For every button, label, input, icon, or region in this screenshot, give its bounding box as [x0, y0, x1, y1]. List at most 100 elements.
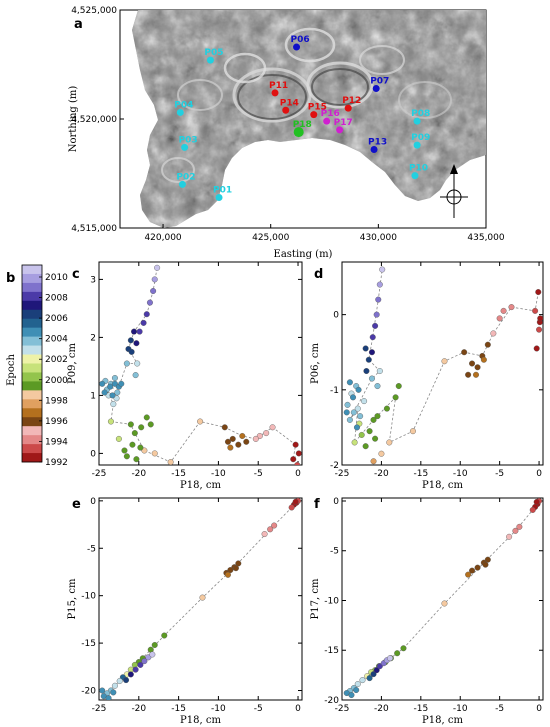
- y-axis-label: P15, cm: [67, 578, 78, 619]
- station-label-p03: P03: [179, 135, 198, 145]
- data-point: [358, 431, 365, 438]
- station-label-p05: P05: [204, 48, 223, 58]
- station-marker-p10: [411, 172, 419, 180]
- data-point: [227, 444, 234, 451]
- x-tick-label: -5: [495, 469, 504, 479]
- y-tick-label: -20: [81, 687, 96, 697]
- data-point: [465, 371, 472, 378]
- data-point: [500, 307, 507, 314]
- station-marker-p09: [413, 141, 421, 149]
- data-point: [295, 450, 302, 457]
- data-point: [131, 430, 138, 437]
- data-point: [374, 413, 381, 420]
- data-point: [372, 435, 379, 442]
- colorbar-swatch: [22, 354, 42, 364]
- station-label-p15: P15: [308, 103, 327, 113]
- data-point: [127, 421, 134, 428]
- data-point: [143, 414, 150, 421]
- data-point: [123, 453, 130, 460]
- data-point: [239, 433, 246, 440]
- data-point: [353, 424, 360, 431]
- station-label-p02: P02: [176, 172, 195, 182]
- x-tick-label: 0: [536, 469, 542, 479]
- x-tick-label: -15: [171, 469, 186, 479]
- colorbar-swatch: [22, 265, 42, 275]
- x-tick-label: -25: [92, 704, 107, 714]
- data-point: [150, 288, 157, 295]
- map-panel: 420,000 425,000 430,000 435,000 4,515,000 4,5…: [68, 6, 505, 260]
- data-point: [506, 533, 513, 540]
- data-point: [167, 459, 174, 465]
- station-label-p08: P08: [411, 109, 430, 119]
- data-point: [529, 506, 536, 513]
- x-tick-label: -25: [335, 704, 350, 714]
- y-tick-label: 1: [90, 391, 96, 401]
- station-marker-p02: [178, 180, 186, 188]
- x-tick-label: -20: [131, 704, 146, 714]
- terrain-relief: [132, 10, 486, 228]
- y-tick-label: -10: [324, 596, 339, 606]
- station-label-p16: P16: [321, 109, 340, 119]
- data-point: [373, 311, 380, 318]
- data-point: [395, 383, 402, 390]
- data-point: [474, 364, 481, 371]
- x-tick-label: -10: [453, 469, 468, 479]
- data-point: [350, 394, 357, 401]
- data-point: [394, 650, 401, 657]
- data-point: [151, 276, 158, 283]
- data-point: [294, 462, 301, 465]
- colorbar-swatch: [22, 426, 42, 436]
- data-point: [368, 349, 375, 356]
- y-tick-label: -15: [324, 646, 339, 656]
- colorbar-tick-label: 1998: [45, 396, 68, 406]
- x-tick-label: -5: [254, 469, 263, 479]
- x-tick-label: -25: [92, 469, 107, 479]
- station-marker-p14: [282, 106, 290, 114]
- y-axis-label: P17, cm: [310, 578, 321, 619]
- colorbar-swatch: [22, 372, 42, 382]
- data-point: [107, 418, 114, 425]
- data-point: [348, 692, 355, 699]
- data-point: [469, 567, 476, 574]
- colorbar-swatch: [22, 363, 42, 373]
- data-point: [362, 443, 369, 450]
- x-tick-label: -20: [374, 469, 389, 479]
- data-point: [484, 341, 491, 348]
- data-point: [133, 456, 140, 463]
- x-tick-label: -25: [335, 469, 350, 479]
- station-label-p12: P12: [342, 96, 361, 106]
- data-point: [290, 456, 297, 463]
- colorbar-swatch: [22, 309, 42, 320]
- station-marker-p17: [336, 126, 344, 134]
- data-point: [127, 337, 134, 344]
- colorbar-swatch: [22, 282, 42, 293]
- colorbar-swatch: [22, 417, 42, 427]
- x-tick-label: -20: [131, 469, 146, 479]
- x-tick-label: -15: [413, 469, 428, 479]
- data-point: [370, 416, 377, 423]
- data-point: [136, 328, 143, 335]
- data-point: [121, 447, 128, 454]
- y-tick-label: -1: [330, 386, 339, 396]
- data-point: [263, 430, 270, 437]
- station-marker-p03: [181, 143, 189, 151]
- data-point: [151, 641, 158, 648]
- data-point: [101, 389, 108, 396]
- station-marker-p18: [293, 127, 304, 138]
- data-point: [143, 311, 150, 318]
- colorbar-frame: [21, 264, 43, 463]
- x-tick-label: -10: [211, 704, 226, 714]
- panel-letter-b: b: [6, 271, 15, 286]
- map-x-tick-label: 425,000: [252, 233, 289, 243]
- x-tick-label: 0: [536, 704, 542, 714]
- panel-letter-a: a: [74, 17, 83, 32]
- data-point: [199, 594, 206, 601]
- data-point: [116, 678, 123, 685]
- station-label-p14: P14: [280, 98, 299, 108]
- data-point: [383, 405, 390, 412]
- data-point: [386, 439, 393, 446]
- station-marker-p04: [176, 108, 184, 116]
- x-axis-label: P18, cm: [422, 715, 463, 726]
